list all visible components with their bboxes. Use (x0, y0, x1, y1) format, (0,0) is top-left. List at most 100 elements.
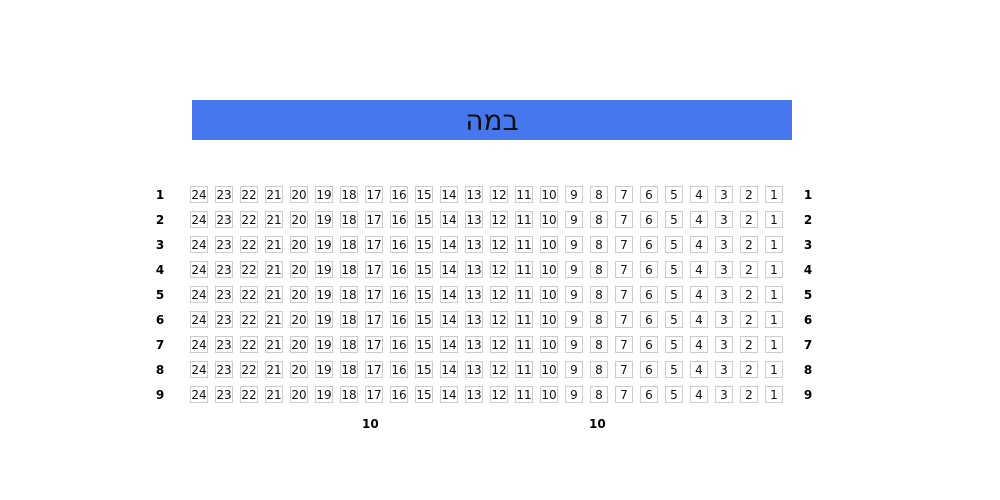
seat[interactable]: 12 (490, 186, 508, 203)
seat[interactable]: 24 (190, 386, 208, 403)
seat[interactable]: 21 (265, 361, 283, 378)
seat[interactable]: 22 (240, 361, 258, 378)
seat[interactable]: 23 (215, 186, 233, 203)
seat[interactable]: 14 (440, 236, 458, 253)
seat[interactable]: 16 (390, 286, 408, 303)
seat[interactable]: 14 (440, 361, 458, 378)
seat[interactable]: 19 (315, 236, 333, 253)
seat[interactable]: 15 (415, 286, 433, 303)
seat[interactable]: 23 (215, 261, 233, 278)
seat[interactable]: 12 (490, 211, 508, 228)
seat[interactable]: 5 (665, 236, 683, 253)
seat[interactable]: 10 (540, 336, 558, 353)
seat[interactable]: 23 (215, 286, 233, 303)
seat[interactable]: 17 (365, 236, 383, 253)
seat[interactable]: 7 (615, 211, 633, 228)
seat[interactable]: 16 (390, 236, 408, 253)
seat[interactable]: 18 (340, 261, 358, 278)
seat[interactable]: 2 (740, 286, 758, 303)
seat[interactable]: 8 (590, 386, 608, 403)
seat[interactable]: 9 (565, 361, 583, 378)
seat[interactable]: 11 (515, 186, 533, 203)
seat[interactable]: 10 (540, 386, 558, 403)
seat[interactable]: 20 (290, 386, 308, 403)
seat[interactable]: 15 (415, 386, 433, 403)
seat[interactable]: 17 (365, 361, 383, 378)
seat[interactable]: 22 (240, 186, 258, 203)
seat[interactable]: 14 (440, 336, 458, 353)
seat[interactable]: 1 (765, 386, 783, 403)
seat[interactable]: 16 (390, 386, 408, 403)
seat[interactable]: 19 (315, 386, 333, 403)
seat[interactable]: 13 (465, 261, 483, 278)
seat[interactable]: 12 (490, 286, 508, 303)
seat[interactable]: 7 (615, 361, 633, 378)
seat[interactable]: 5 (665, 211, 683, 228)
seat[interactable]: 5 (665, 261, 683, 278)
seat[interactable]: 2 (740, 211, 758, 228)
seat[interactable]: 6 (640, 211, 658, 228)
seat[interactable]: 6 (640, 261, 658, 278)
seat[interactable]: 17 (365, 311, 383, 328)
seat[interactable]: 6 (640, 311, 658, 328)
seat[interactable]: 17 (365, 386, 383, 403)
seat[interactable]: 14 (440, 286, 458, 303)
seat[interactable]: 18 (340, 336, 358, 353)
seat[interactable]: 12 (490, 336, 508, 353)
seat[interactable]: 6 (640, 361, 658, 378)
seat[interactable]: 1 (765, 311, 783, 328)
seat[interactable]: 13 (465, 236, 483, 253)
seat[interactable]: 6 (640, 236, 658, 253)
seat[interactable]: 9 (565, 211, 583, 228)
seat[interactable]: 18 (340, 211, 358, 228)
seat[interactable]: 3 (715, 336, 733, 353)
seat[interactable]: 14 (440, 386, 458, 403)
seat[interactable]: 21 (265, 211, 283, 228)
seat[interactable]: 9 (565, 236, 583, 253)
seat[interactable]: 8 (590, 361, 608, 378)
seat[interactable]: 18 (340, 236, 358, 253)
seat[interactable]: 10 (540, 211, 558, 228)
seat[interactable]: 16 (390, 336, 408, 353)
seat[interactable]: 8 (590, 286, 608, 303)
seat[interactable]: 10 (540, 236, 558, 253)
seat[interactable]: 19 (315, 311, 333, 328)
seat[interactable]: 23 (215, 386, 233, 403)
seat[interactable]: 2 (740, 311, 758, 328)
seat[interactable]: 3 (715, 361, 733, 378)
seat[interactable]: 22 (240, 386, 258, 403)
seat[interactable]: 1 (765, 261, 783, 278)
seat[interactable]: 12 (490, 361, 508, 378)
seat[interactable]: 13 (465, 211, 483, 228)
seat[interactable]: 24 (190, 211, 208, 228)
seat[interactable]: 5 (665, 186, 683, 203)
seat[interactable]: 17 (365, 261, 383, 278)
seat[interactable]: 22 (240, 311, 258, 328)
seat[interactable]: 9 (565, 386, 583, 403)
seat[interactable]: 16 (390, 261, 408, 278)
seat[interactable]: 4 (690, 361, 708, 378)
seat[interactable]: 4 (690, 286, 708, 303)
seat[interactable]: 9 (565, 186, 583, 203)
seat[interactable]: 22 (240, 336, 258, 353)
seat[interactable]: 5 (665, 336, 683, 353)
seat[interactable]: 2 (740, 361, 758, 378)
seat[interactable]: 1 (765, 186, 783, 203)
seat[interactable]: 1 (765, 361, 783, 378)
seat[interactable]: 4 (690, 311, 708, 328)
seat[interactable]: 15 (415, 261, 433, 278)
seat[interactable]: 3 (715, 286, 733, 303)
seat[interactable]: 20 (290, 361, 308, 378)
seat[interactable]: 16 (390, 211, 408, 228)
seat[interactable]: 10 (540, 361, 558, 378)
seat[interactable]: 6 (640, 386, 658, 403)
seat[interactable]: 20 (290, 336, 308, 353)
seat[interactable]: 18 (340, 311, 358, 328)
seat[interactable]: 7 (615, 311, 633, 328)
seat[interactable]: 8 (590, 211, 608, 228)
seat[interactable]: 13 (465, 286, 483, 303)
seat[interactable]: 15 (415, 311, 433, 328)
seat[interactable]: 14 (440, 211, 458, 228)
seat[interactable]: 18 (340, 186, 358, 203)
seat[interactable]: 8 (590, 236, 608, 253)
